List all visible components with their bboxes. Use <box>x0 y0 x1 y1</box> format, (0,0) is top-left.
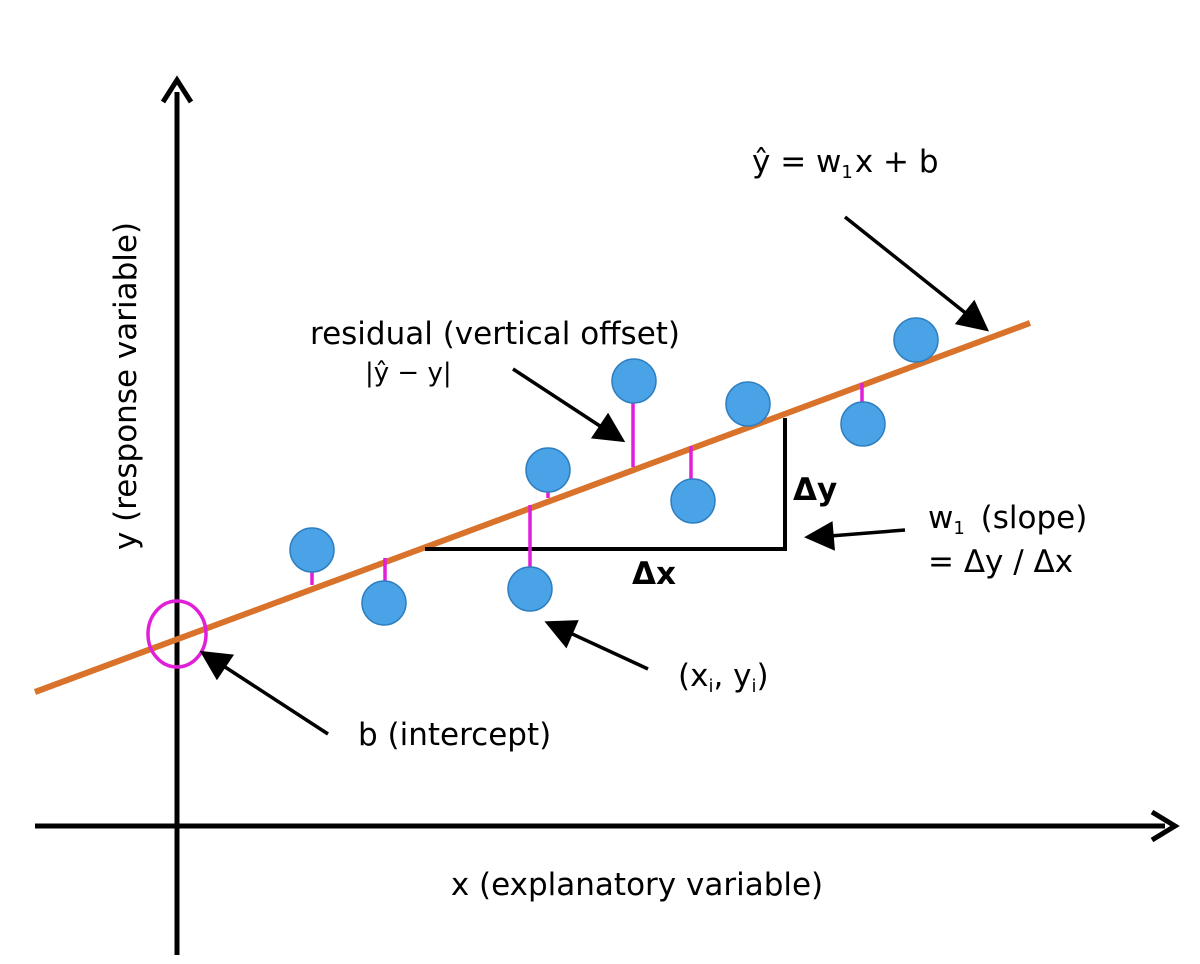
equation-label: ŷ = w1x + b <box>752 144 939 183</box>
slope-arrow-icon <box>804 521 906 551</box>
y-axis-arrow-icon <box>160 75 194 104</box>
x-axis-label: x (explanatory variable) <box>451 867 823 903</box>
annotation-arrows <box>199 215 990 736</box>
data-point <box>670 478 716 524</box>
intercept-label: b (intercept) <box>358 717 551 753</box>
equation-arrow-icon <box>843 215 990 332</box>
data-point <box>507 566 553 612</box>
point-arrow-icon <box>544 620 649 671</box>
data-point <box>840 401 886 447</box>
regression-line <box>33 320 1032 695</box>
residual-arrow-icon <box>512 367 626 443</box>
x-axis-arrow-icon <box>1150 809 1180 843</box>
data-points <box>289 317 939 626</box>
residual-formula: |ŷ − y| <box>365 358 452 388</box>
residual-title: residual (vertical offset) <box>310 316 680 352</box>
delta-x-label: Δx <box>632 556 676 592</box>
data-point <box>893 317 939 363</box>
data-point <box>611 358 657 404</box>
data-point <box>289 527 335 573</box>
slope-triangle <box>425 418 787 551</box>
data-point <box>361 580 407 626</box>
slope-formula: = Δy / Δx <box>928 544 1073 580</box>
intercept-circle <box>146 599 208 669</box>
data-point <box>525 447 571 493</box>
y-axis-label: y (response variable) <box>108 222 144 550</box>
data-point <box>725 381 771 427</box>
slope-label: w1 (slope) <box>928 500 1087 539</box>
delta-y-label: Δy <box>793 472 837 508</box>
intercept-arrow-icon <box>199 650 329 736</box>
point-label: (xi, yi) <box>678 658 769 697</box>
